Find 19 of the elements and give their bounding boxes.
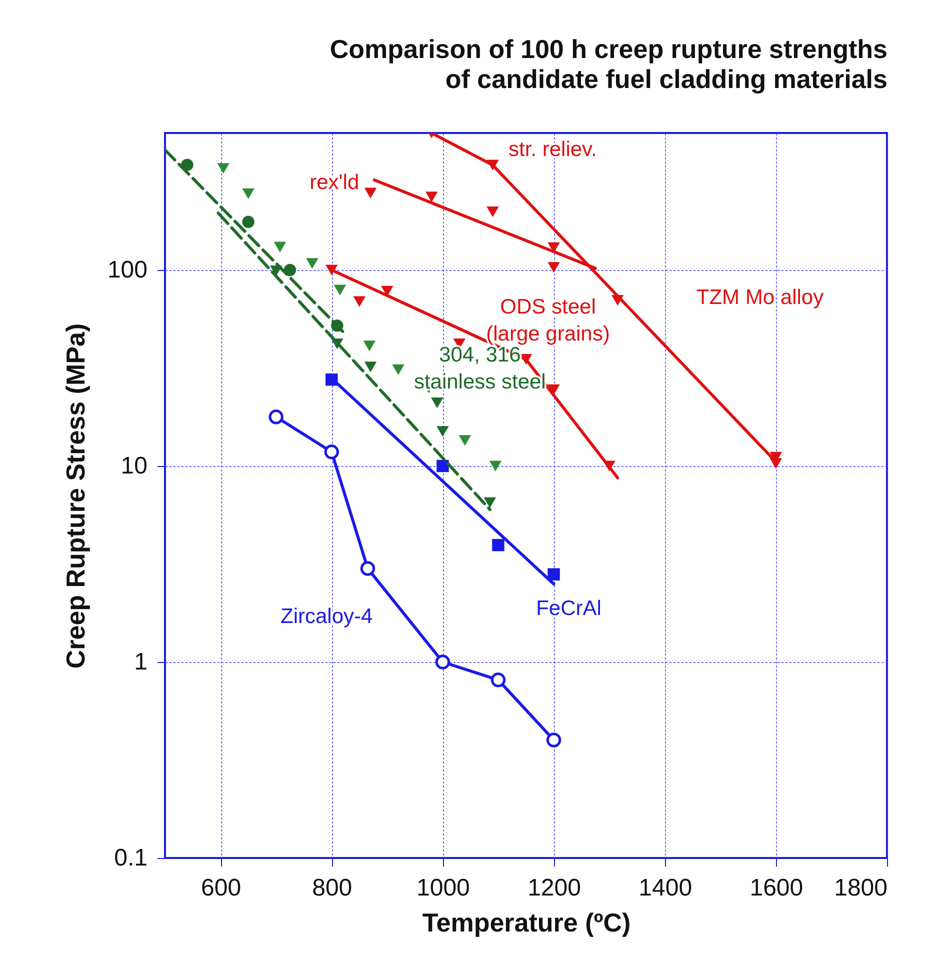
x-tick-label: 1600 [750, 874, 804, 902]
x-tick-label: 1000 [416, 874, 470, 902]
x-tick-label: 600 [201, 874, 242, 902]
x-tick-label: 1800 [834, 874, 888, 902]
y-axis-title: Creep Rupture Stress (MPa) [60, 323, 90, 669]
series-label: rex'ld [310, 170, 360, 194]
series-label: Zircaloy-4 [280, 604, 374, 628]
series-label: str. reliev. [508, 138, 597, 162]
y-tick-label: 100 [107, 256, 148, 284]
y-tick-label: 1 [134, 648, 148, 676]
annotation: TZM Mo alloy [696, 286, 824, 309]
y-tick-label: 0.1 [114, 844, 148, 872]
x-tick-label: 1400 [638, 874, 692, 902]
series-label: FeCrAl [536, 597, 602, 620]
chart-title: Comparison of 100 h creep rupture strengths of candidate fuel cladding materials [330, 34, 888, 94]
x-tick-label: 800 [312, 874, 352, 902]
y-tick-label: 10 [120, 452, 148, 480]
x-axis-title: Temperature (ºC) [422, 908, 631, 938]
x-tick-label: 1200 [528, 874, 581, 902]
